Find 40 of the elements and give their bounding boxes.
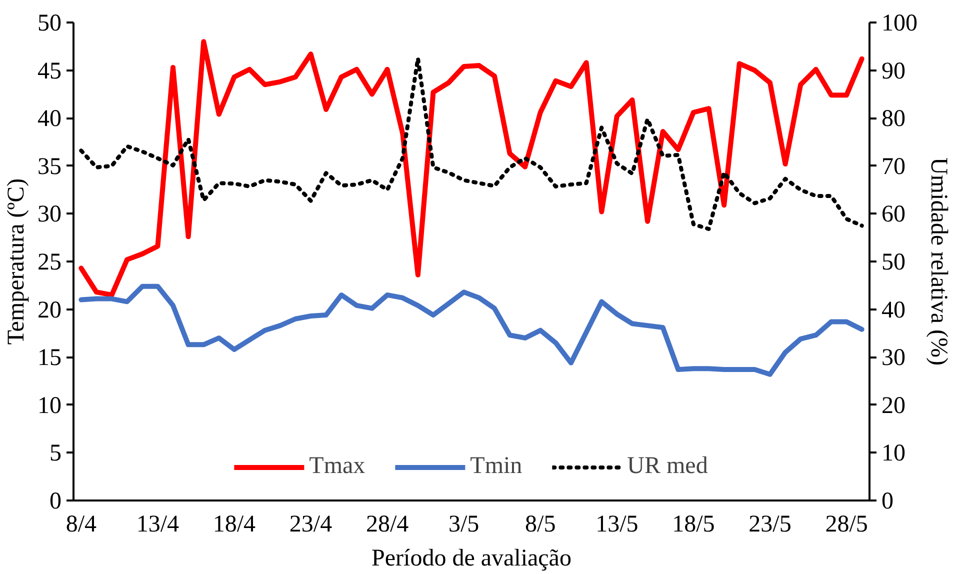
y2-tick-label: 0 — [882, 488, 894, 514]
y-tick-label: 0 — [50, 488, 62, 514]
y-tick-label: 15 — [38, 345, 62, 372]
y2-axis-title: Umidade relativa (%) — [926, 158, 952, 366]
y2-tick-label: 70 — [882, 154, 906, 180]
x-axis-title: Período de avaliação — [372, 546, 572, 572]
y2-tick-label: 20 — [882, 392, 906, 419]
y2-tick-label: 100 — [882, 10, 918, 36]
y2-tick-label: 40 — [882, 297, 906, 324]
y2-tick-label: 50 — [882, 250, 906, 276]
y2-tick-label: 80 — [882, 106, 906, 132]
x-tick-label: 18/5 — [672, 512, 715, 538]
y2-tick-label: 90 — [882, 58, 906, 84]
y2-tick-label: 60 — [882, 202, 906, 228]
legend-label: UR med — [627, 453, 708, 480]
x-tick-label: 23/5 — [748, 512, 792, 538]
x-tick-label: 13/5 — [596, 512, 638, 538]
y2-tick-label: 30 — [882, 345, 906, 372]
x-tick-label: 13/4 — [136, 512, 180, 538]
y-tick-label: 40 — [38, 106, 62, 132]
y-axis-title: Temperatura (ºC) — [4, 178, 30, 345]
x-tick-label: 3/5 — [448, 512, 480, 538]
line-series — [79, 56, 864, 231]
x-tick-label: 28/4 — [366, 512, 409, 538]
x-tick-label: 23/4 — [289, 512, 332, 538]
y-tick-label: 35 — [38, 154, 62, 180]
legend-label: Tmax — [309, 453, 366, 480]
y-tick-label: 5 — [50, 440, 62, 467]
y-tick-label: 25 — [38, 250, 62, 276]
x-tick-label: 8/4 — [66, 512, 96, 538]
y-tick-label: 50 — [38, 10, 62, 36]
x-tick-label: 8/5 — [525, 512, 556, 538]
y-tick-label: 30 — [38, 202, 62, 228]
y-tick-label: 10 — [38, 392, 62, 419]
y-tick-label: 20 — [38, 297, 62, 324]
x-tick-label: 28/5 — [825, 512, 868, 538]
y-tick-label: 45 — [38, 58, 62, 84]
y2-tick-label: 10 — [882, 440, 906, 467]
x-tick-label: 18/4 — [212, 512, 256, 538]
legend-label: Tmin — [470, 453, 522, 480]
